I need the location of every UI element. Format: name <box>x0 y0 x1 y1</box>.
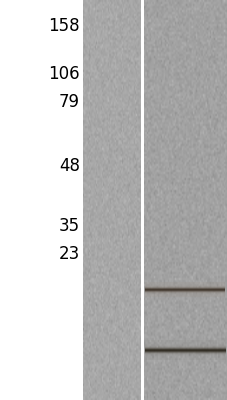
Bar <box>143 0 227 400</box>
Text: 48: 48 <box>59 157 79 175</box>
Text: 158: 158 <box>48 17 79 35</box>
Text: 106: 106 <box>48 65 79 83</box>
Text: 23: 23 <box>58 245 79 263</box>
Text: 35: 35 <box>58 217 79 235</box>
Text: 79: 79 <box>59 93 79 111</box>
Bar <box>141 0 143 400</box>
Bar <box>83 0 141 400</box>
